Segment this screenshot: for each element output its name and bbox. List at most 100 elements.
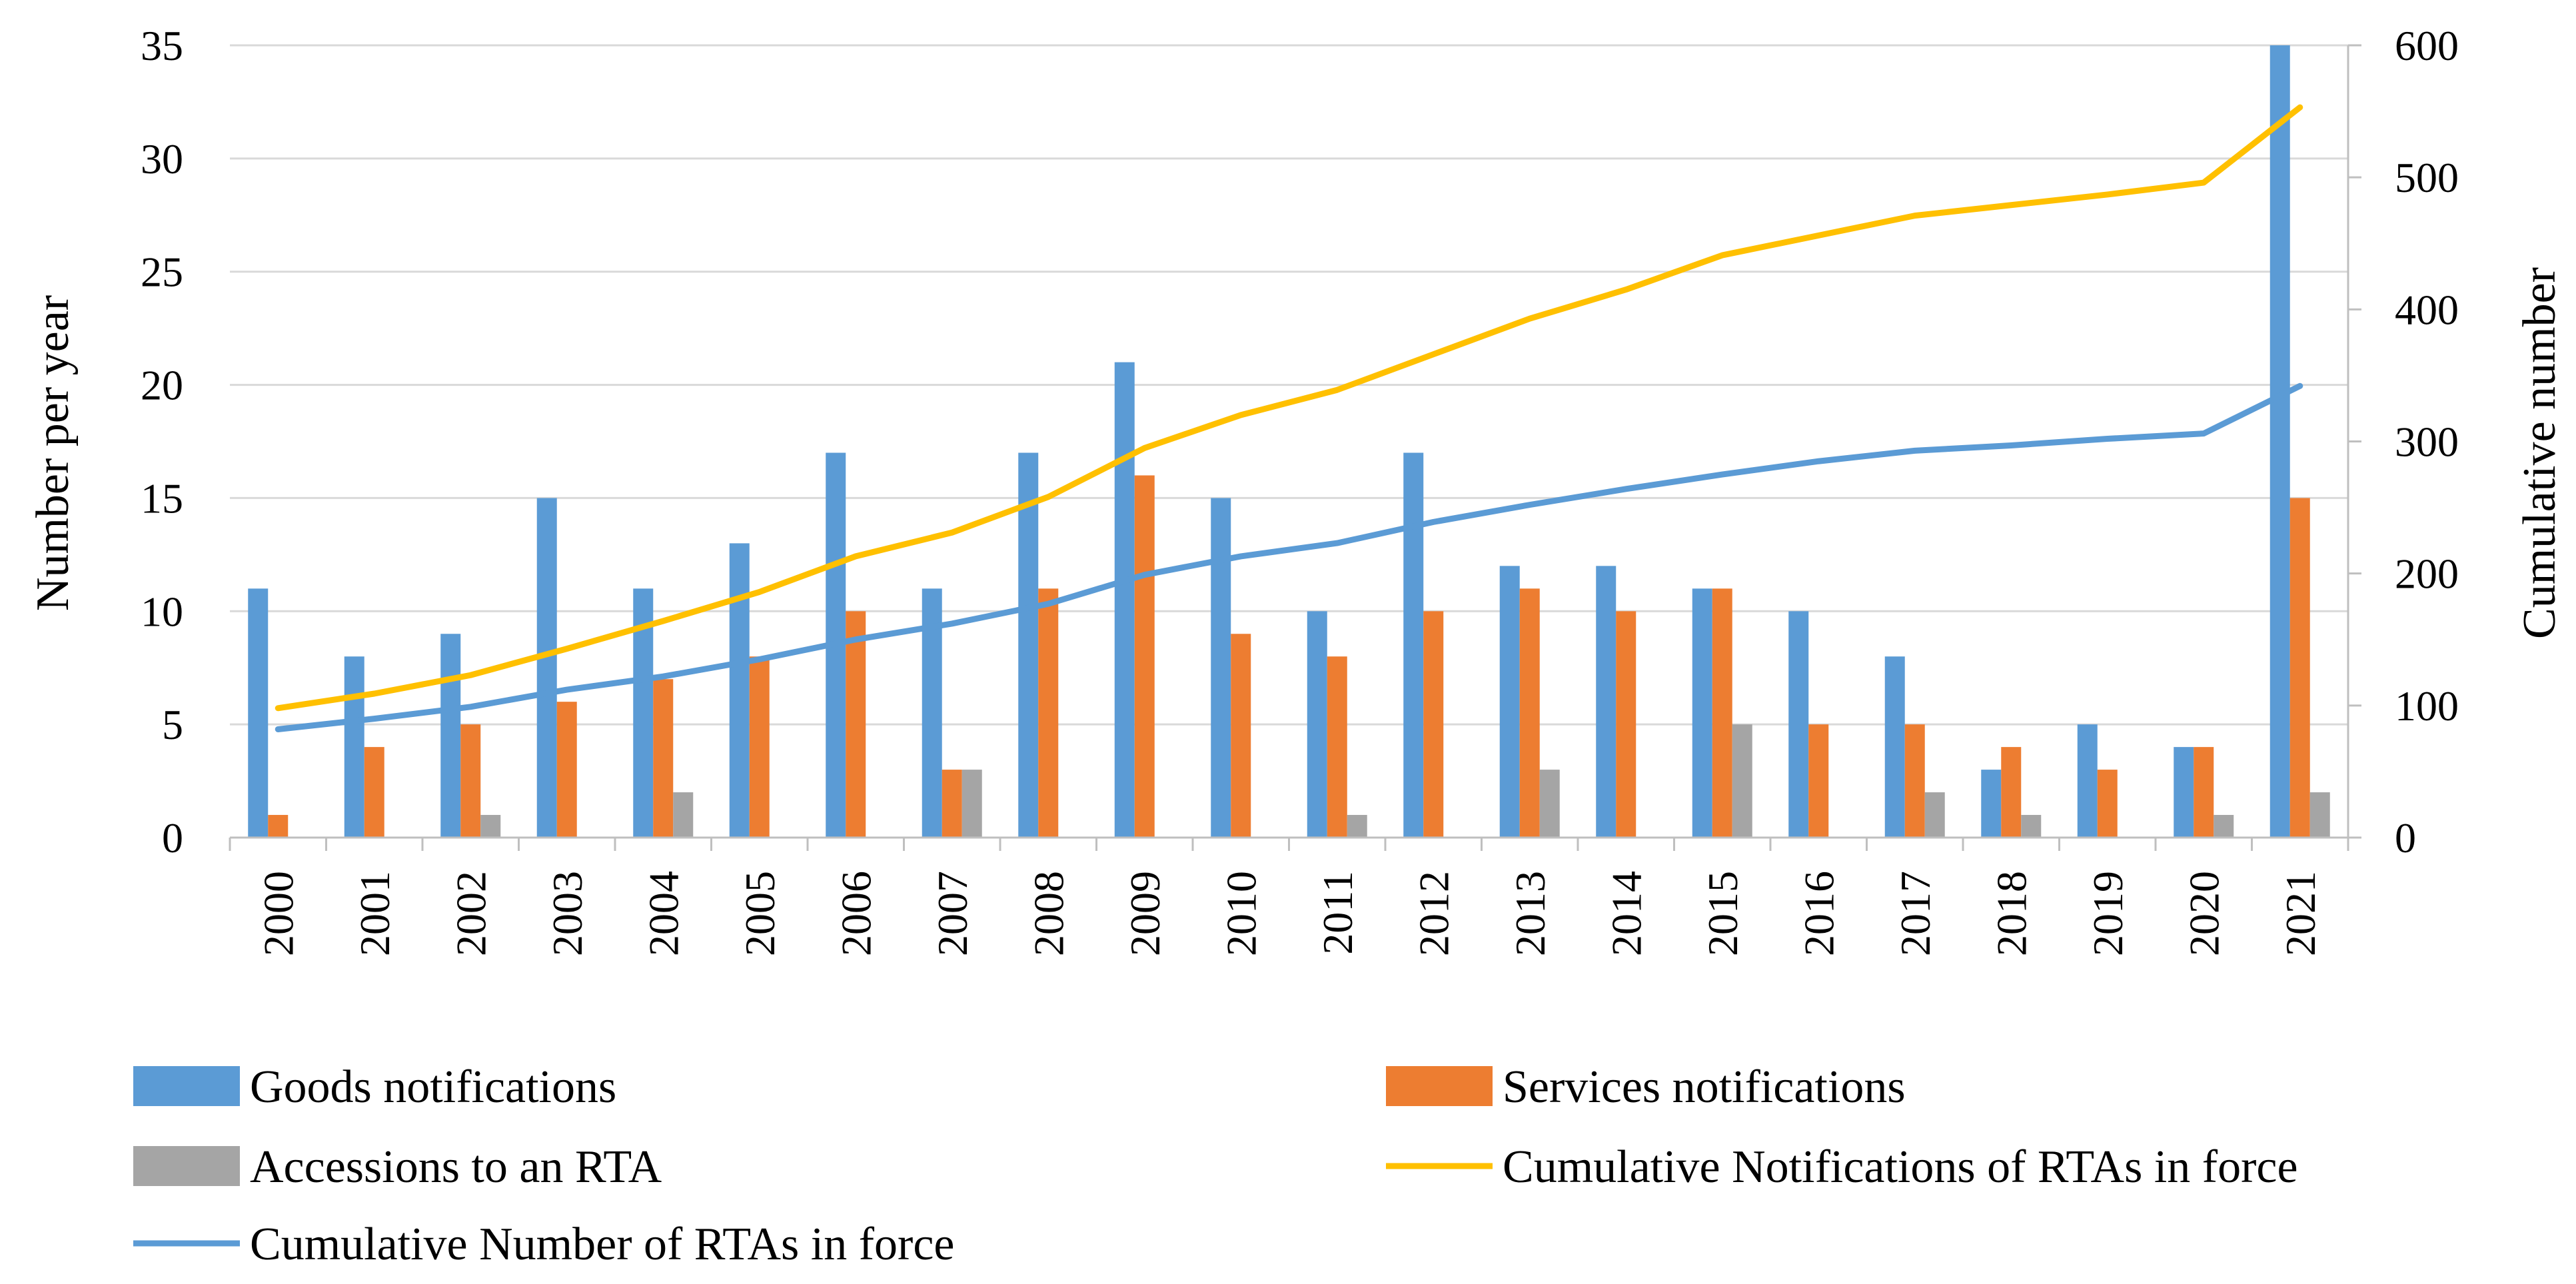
x-tick-label: 2000 — [255, 871, 302, 956]
gridlines — [230, 44, 2348, 726]
bar-goods-notifications — [1981, 770, 2002, 838]
legend-label-cumulative-number-of-rtas-in-force: Cumulative Number of RTAs in force — [250, 1219, 954, 1270]
y-right-tick-label: 100 — [2395, 682, 2459, 730]
bar-goods-notifications — [2269, 45, 2290, 838]
bar-accessions-to-an-rta — [1924, 792, 1945, 838]
x-tick-label: 2007 — [929, 871, 976, 956]
bar-services-notifications — [1423, 611, 1444, 838]
bar-goods-notifications — [2174, 747, 2194, 838]
y-left-tick-label: 25 — [141, 249, 183, 296]
y-axis-left-title: Number per year — [27, 295, 79, 611]
bar-services-notifications — [1134, 475, 1155, 838]
tick-labels: 0 5 10 15 20 25 30 35 0 100 200 300 400 500 600 2000 200… — [141, 22, 2459, 956]
x-tick-label: 2018 — [1988, 871, 2035, 956]
x-tick-label: 2003 — [544, 871, 591, 956]
bar-accessions-to-an-rta — [2021, 815, 2042, 838]
bar-accessions-to-an-rta — [1539, 770, 1560, 838]
bar-services-notifications — [1327, 656, 1347, 838]
bar-accessions-to-an-rta — [2309, 792, 2330, 838]
bar-goods-notifications — [1692, 588, 1712, 838]
bar-goods-notifications — [536, 498, 557, 838]
x-tick-label: 2017 — [1892, 871, 1939, 956]
bar-services-notifications — [1038, 588, 1059, 838]
bar-goods-notifications — [344, 656, 364, 838]
bar-services-notifications — [1231, 634, 1251, 838]
x-tick-label: 2013 — [1507, 871, 1554, 956]
x-tick-label: 2011 — [1314, 871, 1361, 955]
bar-accessions-to-an-rta — [480, 815, 501, 838]
y-right-tick-label: 400 — [2395, 286, 2459, 333]
x-tick-label: 2001 — [351, 871, 398, 956]
bar-services-notifications — [556, 702, 577, 838]
bar-goods-notifications — [248, 588, 269, 838]
bars — [248, 45, 2330, 838]
x-tick-label: 2016 — [1795, 871, 1842, 956]
x-tick-label: 2019 — [2084, 871, 2132, 956]
x-tick-label: 2014 — [1603, 871, 1650, 956]
bar-services-notifications — [1904, 724, 1925, 838]
bar-services-notifications — [846, 611, 866, 838]
bar-accessions-to-an-rta — [1347, 815, 1367, 838]
line-cumulative-notifications-of-rtas-in-force — [275, 104, 2303, 712]
legend-swatch-accessions-to-an-rta — [133, 1146, 240, 1186]
x-tick-label: 2008 — [1025, 871, 1072, 956]
x-tick-label: 2005 — [736, 871, 784, 956]
x-tick-label: 2010 — [1217, 871, 1265, 956]
bar-goods-notifications — [440, 634, 461, 838]
bar-accessions-to-an-rta — [2214, 815, 2234, 838]
y-left-tick-label: 10 — [141, 588, 183, 635]
x-tick-label: 2002 — [447, 871, 494, 956]
bar-services-notifications — [1616, 611, 1636, 838]
x-tick-label: 2006 — [832, 871, 880, 956]
y-right-tick-label: 300 — [2395, 418, 2459, 466]
bar-goods-notifications — [729, 543, 750, 838]
legend: Goods notifications Services notification… — [133, 1061, 2298, 1270]
bar-services-notifications — [460, 724, 481, 838]
lines — [275, 104, 2303, 733]
legend-swatch-goods-notifications — [133, 1066, 240, 1106]
bar-goods-notifications — [2077, 724, 2098, 838]
bar-accessions-to-an-rta — [962, 770, 982, 838]
bar-goods-notifications — [1018, 452, 1039, 838]
bar-services-notifications — [2001, 747, 2022, 838]
y-right-tick-label: 500 — [2395, 154, 2459, 201]
x-tick-label: 2021 — [2277, 871, 2324, 956]
bar-services-notifications — [942, 770, 962, 838]
bar-goods-notifications — [1499, 566, 1520, 838]
bar-goods-notifications — [1114, 362, 1135, 838]
y-left-tick-label: 15 — [141, 474, 183, 522]
legend-label-accessions-to-an-rta: Accessions to an RTA — [250, 1141, 662, 1193]
bar-services-notifications — [1808, 724, 1829, 838]
legend-label-services-notifications: Services notifications — [1503, 1061, 1906, 1113]
line-cumulative-number-of-rtas-in-force — [275, 382, 2303, 733]
legend-swatch-services-notifications — [1386, 1066, 1493, 1106]
y-left-tick-label: 30 — [141, 135, 183, 183]
bar-goods-notifications — [1211, 498, 1231, 838]
bar-goods-notifications — [1307, 611, 1327, 838]
x-tick-label: 2015 — [1699, 871, 1746, 956]
bar-services-notifications — [653, 679, 674, 838]
bar-services-notifications — [2194, 747, 2214, 838]
x-tick-label: 2004 — [640, 871, 687, 956]
bar-accessions-to-an-rta — [1732, 724, 1752, 838]
bar-accessions-to-an-rta — [673, 792, 694, 838]
y-right-tick-label: 600 — [2395, 22, 2459, 69]
legend-label-cumulative-notifications-of-rtas-in-force: Cumulative Notifications of RTAs in forc… — [1503, 1141, 2298, 1193]
x-tick-label: 2020 — [2180, 871, 2228, 956]
y-axis-right-title: Cumulative number — [2514, 267, 2565, 639]
bar-goods-notifications — [1788, 611, 1809, 838]
y-left-tick-label: 5 — [162, 701, 183, 748]
bar-goods-notifications — [1884, 656, 1905, 838]
bar-goods-notifications — [1596, 566, 1616, 838]
x-tick-label: 2012 — [1410, 871, 1457, 956]
bar-services-notifications — [1712, 588, 1732, 838]
axes — [229, 44, 2361, 851]
legend-label-goods-notifications: Goods notifications — [250, 1061, 616, 1113]
y-left-tick-label: 20 — [141, 362, 183, 409]
x-tick-label: 2009 — [1121, 871, 1169, 956]
bar-goods-notifications — [1403, 452, 1424, 838]
bar-services-notifications — [2097, 770, 2118, 838]
y-left-tick-label: 0 — [162, 814, 183, 862]
